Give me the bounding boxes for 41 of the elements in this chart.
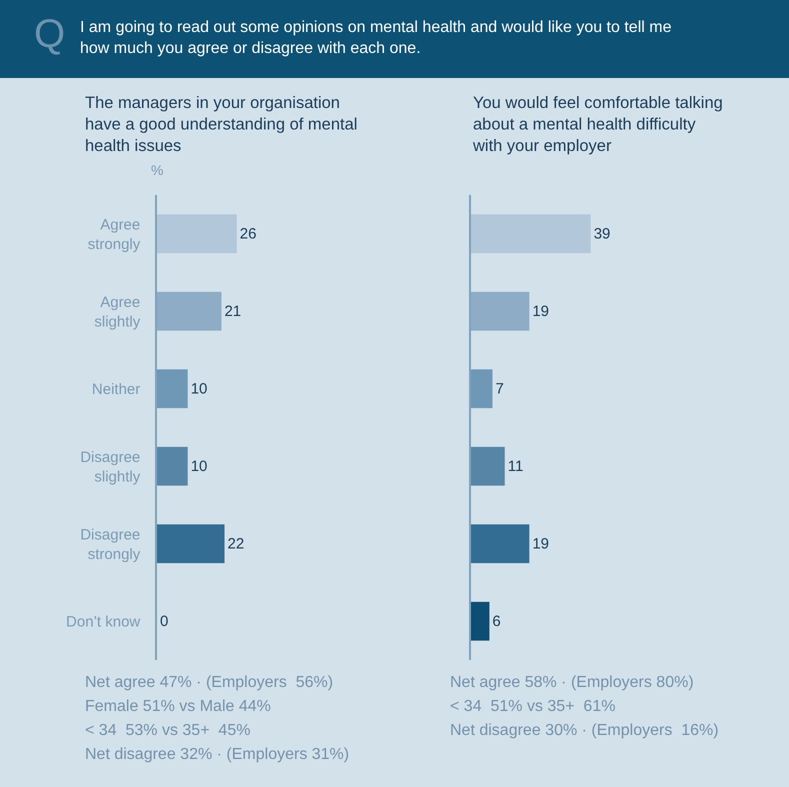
data-label: 19 <box>532 535 550 552</box>
data-label: 21 <box>224 302 242 320</box>
text: Q <box>34 12 66 56</box>
data-label: 7 <box>495 380 504 398</box>
text: < 34 53% vs 35+ 45% <box>85 722 250 739</box>
data-label: 26 <box>240 225 256 242</box>
data-label: 19 <box>532 302 550 320</box>
text: Net disagree 30% · (Employers 16%) <box>450 722 719 739</box>
data-label: 39 <box>594 225 610 242</box>
text: Female 51% vs Male 44% <box>85 698 271 715</box>
text: Net agree 47% · (Employers 56%) <box>85 674 334 691</box>
y-tick-label: Agree slightly <box>94 294 141 330</box>
text: I am going to read out some opinions on mental health and would like you to tell me how much you agree or disagree with each one. <box>80 19 672 57</box>
bar <box>471 524 530 564</box>
data-label: 22 <box>228 535 244 552</box>
bar <box>471 292 530 331</box>
data-label: 11 <box>508 458 524 475</box>
chart-title: The managers in your organisation have a good understanding of mental health issues <box>85 94 358 155</box>
bar <box>157 214 237 254</box>
data-label: 6 <box>492 612 501 630</box>
y-tick-label: Disagree strongly <box>80 526 141 563</box>
bar <box>471 369 492 408</box>
text: Net disagree 32% · (Employers 31%) <box>85 746 350 763</box>
text: Net agree 58% · (Employers 80%) <box>450 674 694 691</box>
data-label: 10 <box>190 458 208 475</box>
chart-title: You would feel comfortable talking about a mental health difficulty with your employer <box>472 94 723 155</box>
data-label: 0 <box>160 612 168 630</box>
bar <box>157 292 222 331</box>
bar <box>157 369 188 408</box>
bar <box>471 602 490 641</box>
y-tick-label: Neither <box>92 381 140 398</box>
y-tick-label: Agree strongly <box>88 216 141 253</box>
text: < 34 51% vs 35+ 61% <box>450 698 616 715</box>
y-tick-label: Don’t know <box>66 614 140 630</box>
bar <box>471 214 591 254</box>
x-axis-title: % <box>151 162 164 178</box>
bar <box>471 446 505 486</box>
bar <box>157 446 188 486</box>
data-label: 10 <box>190 380 208 398</box>
y-tick-label: Disagree slightly <box>80 448 141 486</box>
bar <box>157 524 225 564</box>
